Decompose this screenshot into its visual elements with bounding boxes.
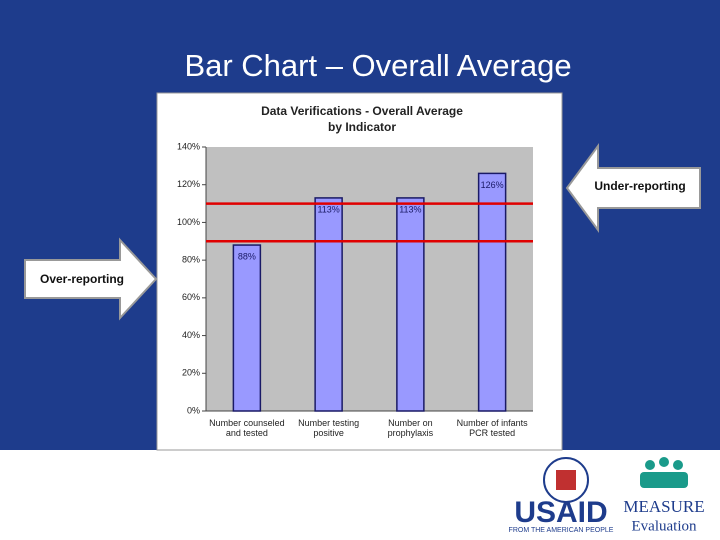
y-tick-label: 140% — [177, 141, 200, 151]
y-tick-label: 100% — [177, 217, 200, 227]
x-tick-label: Number on prophylaxis — [387, 418, 434, 438]
evaluation-logo: Evaluation — [632, 518, 697, 534]
chart-title: Data Verifications - Overall Average — [261, 104, 463, 118]
value-label: 113% — [317, 204, 339, 214]
usaid-seal-shield — [556, 470, 576, 490]
y-tick-label: 0% — [187, 405, 200, 415]
measure-logo: MEASURE — [623, 497, 704, 516]
measure-icon — [640, 457, 688, 488]
bar — [477, 172, 507, 412]
usaid-tagline: FROM THE AMERICAN PEOPLE — [509, 527, 614, 534]
y-tick-label: 40% — [182, 330, 200, 340]
annotation: Under-reporting — [594, 179, 685, 193]
bar — [314, 197, 343, 412]
usaid-logo: USAID — [514, 496, 607, 529]
chart-title: by Indicator — [328, 120, 396, 134]
value-label: 88% — [238, 251, 256, 261]
annotation: Over-reporting — [40, 272, 124, 286]
footer-background — [0, 450, 720, 540]
value-label: 126% — [481, 180, 504, 190]
value-label: 113% — [399, 204, 421, 214]
y-tick-label: 60% — [182, 292, 200, 302]
slide-title: Bar Chart – Overall Average — [184, 48, 571, 83]
y-tick-label: 20% — [182, 368, 200, 378]
bar — [232, 244, 262, 412]
x-tick-label: Number of infants PCR tested — [456, 418, 528, 438]
y-tick-label: 120% — [177, 179, 200, 189]
arrow-right — [24, 237, 158, 321]
x-tick-label: Number testing positive — [298, 418, 360, 438]
bar — [396, 197, 425, 412]
arrow-left — [565, 142, 701, 234]
y-tick-label: 80% — [182, 255, 200, 265]
x-tick-label: Number counseled and tested — [209, 418, 285, 438]
